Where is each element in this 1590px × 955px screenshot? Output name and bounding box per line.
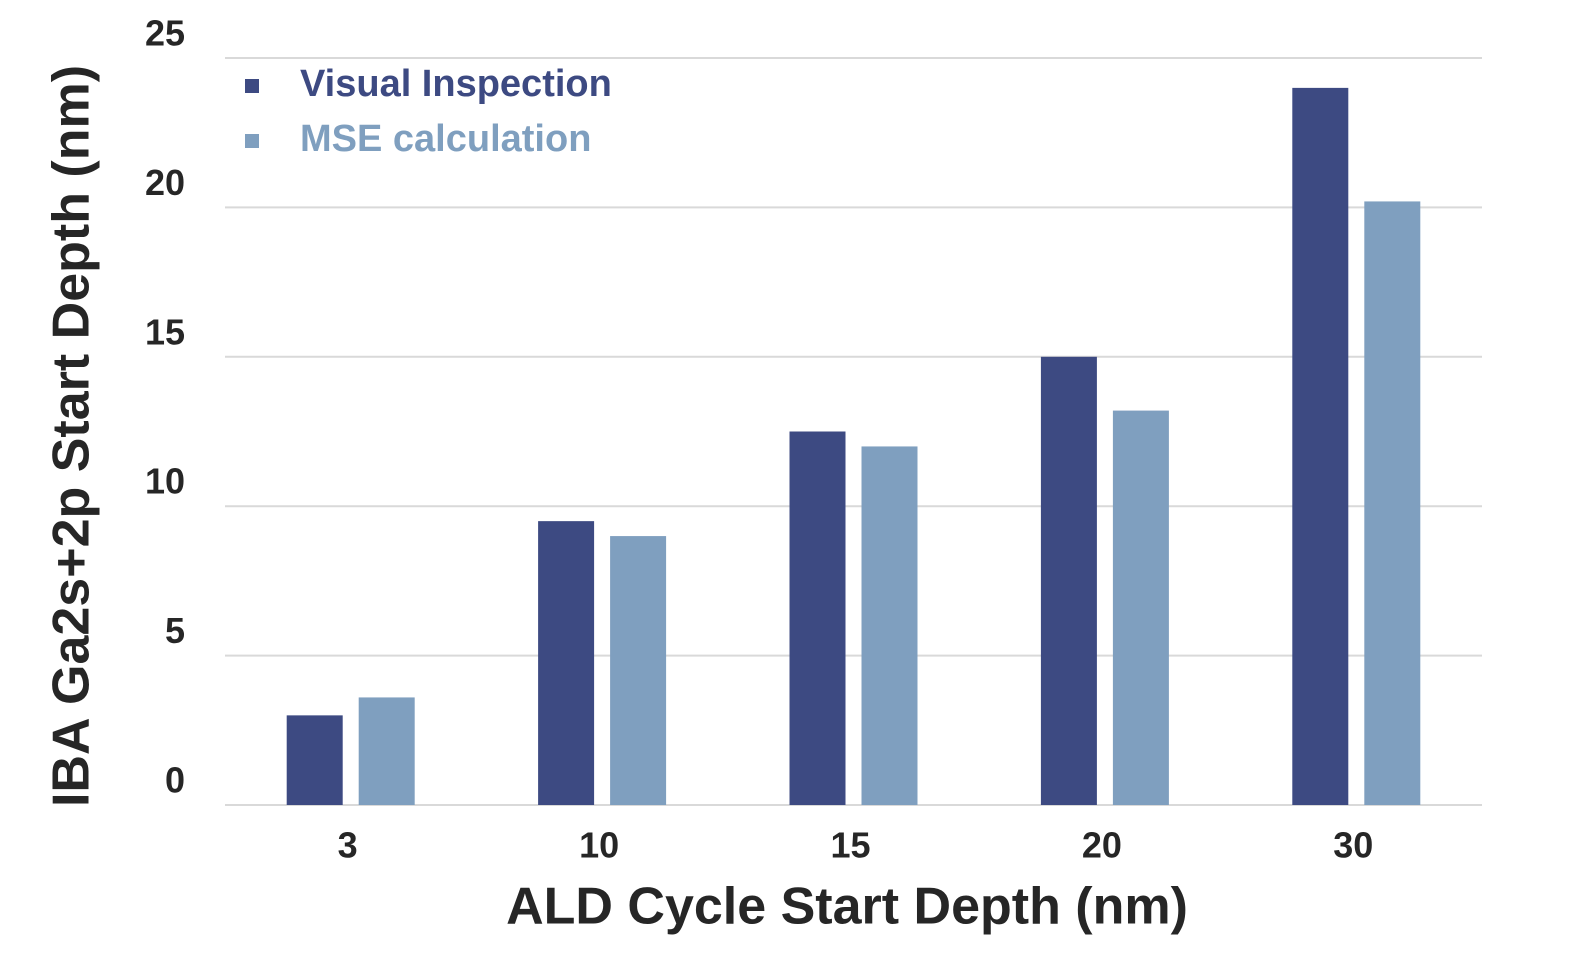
- y-tick-label: 25: [145, 13, 185, 54]
- legend-swatch: [245, 134, 259, 148]
- legend-swatch: [245, 79, 259, 93]
- bar: [610, 536, 667, 805]
- legend-label: MSE calculation: [300, 118, 591, 160]
- y-tick-label: 0: [165, 760, 185, 801]
- legend-label: Visual Inspection: [300, 63, 612, 105]
- bar: [286, 715, 343, 805]
- bar: [538, 521, 595, 805]
- y-tick-label: 5: [165, 610, 185, 651]
- y-tick-label: 15: [145, 311, 185, 352]
- x-axis-title: ALD Cycle Start Depth (nm): [506, 878, 1188, 936]
- bar: [861, 446, 918, 805]
- bar: [358, 697, 415, 805]
- x-tick-label: 30: [1333, 825, 1373, 866]
- x-tick-label: 10: [579, 825, 619, 866]
- y-axis-title: IBA Ga2s+2p Start Depth (nm): [43, 65, 101, 807]
- bar: [1364, 201, 1421, 805]
- bar: [1292, 87, 1349, 805]
- x-tick-label: 3: [338, 825, 358, 866]
- x-tick-label: 20: [1082, 825, 1122, 866]
- bar: [789, 431, 846, 805]
- bar: [1040, 356, 1097, 805]
- bar: [1112, 410, 1169, 805]
- y-tick-label: 20: [145, 162, 185, 203]
- x-tick-label: 15: [830, 825, 870, 866]
- y-tick-label: 10: [145, 461, 185, 502]
